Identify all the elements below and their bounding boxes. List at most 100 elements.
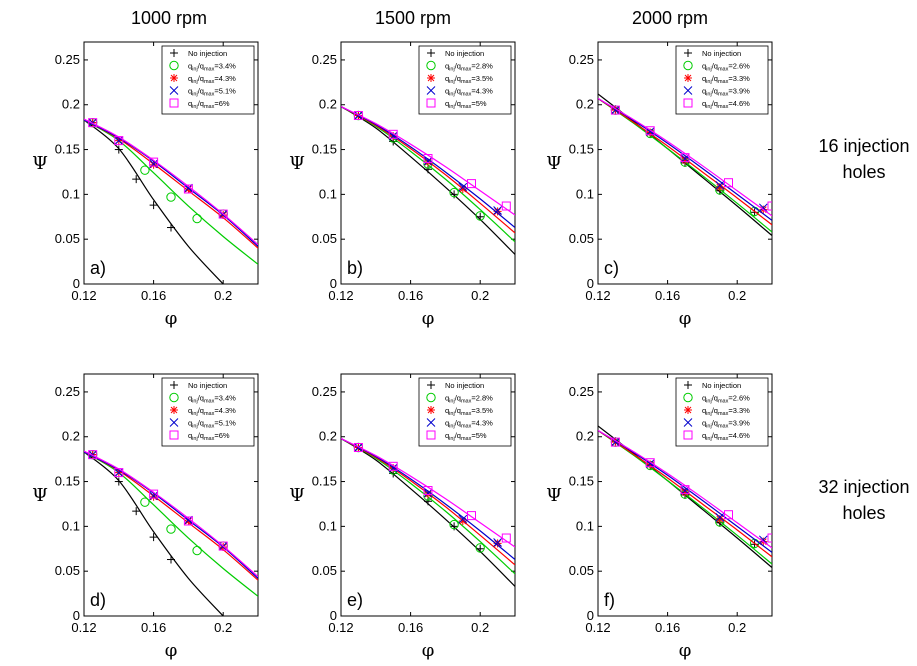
panel3-legend-marker-1 [169,392,179,403]
panel3-series-0-point-3 [149,533,158,542]
panel1-ytick-label-5: 0.25 [312,52,337,67]
panel1-legend-label-1-part-4: =2.8% [471,62,493,71]
panel3-legend-marker-4 [169,430,179,440]
panel5-legend-label-1-part-4: =2.6% [728,394,750,403]
panel-d: 0 0.05 0.1 0.15 0.2 0.25 0.12 0.16 0.2 φ Ψd) No inj… [32,373,259,661]
panel4-legend-label-2-part-3: max [461,411,472,417]
panel5-series-3-point-4-d2 [758,535,768,545]
panel0-series-4-line [84,118,258,246]
panel2-legend-label-1-part-1: inj [706,67,712,73]
panel4-legend-label-1-part-3: max [461,399,472,405]
panel5-legend-label-4-part-3: max [718,436,729,442]
panel3-legend-label-2-part-0: q [188,406,192,415]
panel3-legend-label-2-part-3: max [204,411,215,417]
panel0-xlabel: φ [165,308,178,329]
panel1-legend-label-3-part-2: /q [455,87,461,96]
panel4-series-3-line [341,437,515,560]
panel1-series-3-point-2-d2 [423,156,433,166]
panel1-legend-label-3-part-3: max [461,92,472,98]
panel1-series-3-line [341,105,515,228]
panel0-legend-marker-2-d2 [170,74,178,82]
panel2-xtick-label-0: 0.12 [585,288,610,303]
panel3-legend-box [161,377,255,447]
panel1-legend-marker-1 [426,60,436,71]
panel3-xtick-label-0: 0.12 [71,620,96,635]
panel0-series-1-point-1 [140,165,150,175]
panel5-series-2-point-3 [715,515,724,524]
panel2-legend-marker-3-d2 [683,86,693,95]
panel2-legend-marker-1 [683,60,693,71]
panel4-xtick-label-2: 0.2 [471,620,489,635]
panel0-ytick-label-3: 0.15 [55,142,80,157]
panel3-legend-marker-0 [170,381,178,389]
panel5-legend-marker-3-d2 [683,418,693,427]
panel2-ytick-label-4: 0.2 [576,97,594,112]
panel2-legend-label-2: qinj/qmax=3.3% [702,74,750,85]
panel2-series-4-point-0 [610,105,620,115]
panel4-series-4-point-3 [467,511,476,521]
panel3-legend-marker-3-d2 [169,418,179,427]
panel0-series-0-point-3 [149,201,158,210]
panel3-legend-label-0: No injection [188,381,227,390]
panel0-series-1-point-2 [166,192,176,202]
panel2-legend: No injectionqinj/qmax=2.6%qinj/qmax=3.3%… [675,45,769,115]
panel1-series-4-point-4 [501,201,511,211]
panel2-xtick-label-1: 0.16 [655,288,680,303]
panel1-legend-marker-3 [426,86,436,95]
panel4-legend-marker-3-d2 [426,418,436,427]
panel4-legend-label-3: qinj/qmax=4.3% [445,419,493,430]
panel0-legend-box [161,45,255,115]
panel1-legend-label-1-part-3: max [461,67,472,73]
panel5-legend-label-4: qinj/qmax=4.6% [702,431,750,442]
panel3-legend-label-1-part-4: =3.4% [214,394,236,403]
panel-f: 0 0.05 0.1 0.15 0.2 0.25 0.12 0.16 0.2 φ Ψf) No inj… [546,373,773,661]
panel5-series-3-point-3-d2 [715,513,725,522]
panel4-series-3-point-3 [458,514,468,524]
panel1-series-3-point-0 [354,111,363,120]
panel5-ytick-label-1: 0.05 [569,563,594,578]
panel0-legend-label-3: qinj/qmax=5.1% [188,87,236,98]
panel0-plot-area [84,117,258,284]
panel0-panel-label: a) [90,258,106,278]
panel0-series-0-point-4 [167,223,175,232]
panel2-legend-label-4-part-4: =4.6% [728,99,750,108]
panel1-legend-marker-3-d2 [426,86,436,95]
row-label-16-holes-line2: holes [842,162,885,182]
panel5-xtick-label-1: 0.16 [655,620,680,635]
panel3-legend-label-2-part-4: =4.3% [214,406,236,415]
panel3-series-2-point-3-d2 [185,517,192,525]
panel2-legend-label-2-part-0: q [702,74,706,83]
panel4-legend-label-1-part-4: =2.8% [471,394,493,403]
panel4-legend-marker-2-d2 [427,406,435,414]
panel-c: 0 0.05 0.1 0.15 0.2 0.25 0.12 0.16 0.2 φ Ψc) No inj… [546,41,773,329]
panel3-series-4-point-3 [183,516,193,526]
panel0-legend: No injectionqinj/qmax=3.4%qinj/qmax=4.3%… [161,45,255,115]
panel0-legend-label-2-part-2: /q [198,74,204,83]
panel3-ylabel: Ψ [32,485,48,506]
panel2-legend-label-3: qinj/qmax=3.9% [702,87,750,98]
panel2-series-3-point-3-d2 [715,181,725,190]
panel2-xlabel: φ [679,308,692,329]
panel0-legend-marker-3 [169,86,179,95]
panel3-series-1-point-3 [192,545,202,556]
panel5-series-3-point-3 [715,513,725,522]
panel0-legend-label-4-part-3: max [204,104,215,110]
panel4-legend-label-3-part-2: /q [455,419,461,428]
panel1-series-4-point-2 [423,154,433,164]
panel1-legend-label-2-part-4: =3.5% [471,74,493,83]
panel4-series-3-point-2 [423,488,433,498]
panel5-series-4-point-4 [767,533,772,543]
panel5-legend-marker-2-d2 [684,406,692,414]
panel0-series-0-point-2 [132,175,141,184]
panel5-legend-label-2-part-3: max [718,411,729,417]
panel3-legend-label-3-part-4: =5.1% [214,419,236,428]
panel4-series-4-point-0 [353,442,363,452]
panel2-series-3-point-4-d2 [758,203,768,213]
panel4-legend-marker-1 [426,392,436,403]
panel2-ytick-label-2: 0.1 [576,186,594,201]
panel1-xtick-label-0: 0.12 [328,288,353,303]
panel4-legend-label-0: No injection [445,381,484,390]
panel4-ytick-label-4: 0.2 [319,429,337,444]
panel0-legend-label-1: qinj/qmax=3.4% [188,62,236,73]
